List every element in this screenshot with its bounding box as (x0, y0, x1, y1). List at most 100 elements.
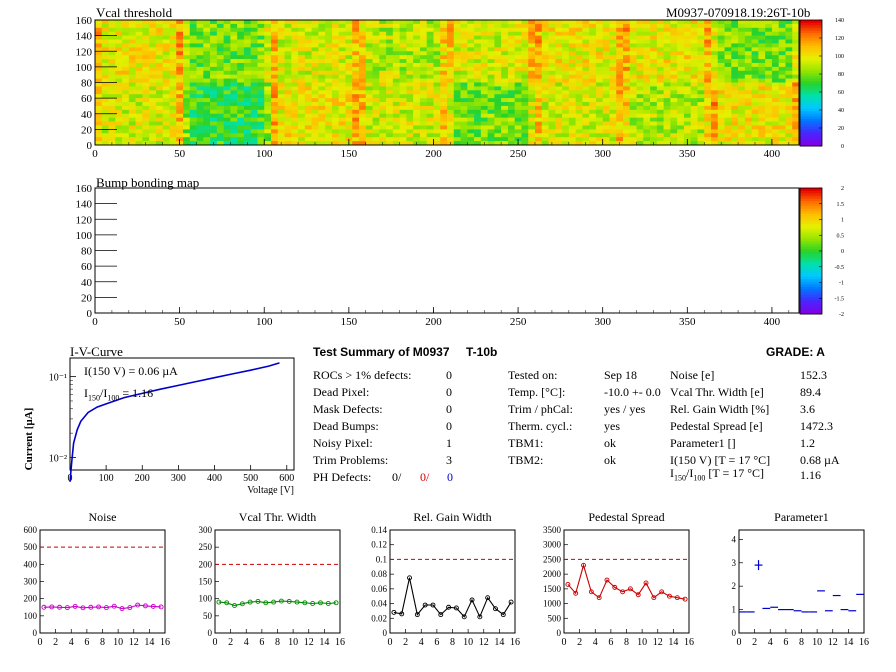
small-plot-point (659, 589, 665, 595)
vcal-cell (237, 133, 245, 138)
vcal-cell (230, 35, 238, 40)
vcal-cell (521, 98, 529, 103)
vcal-cell (501, 105, 509, 111)
vcal-cell (731, 23, 739, 29)
vcal-cell (562, 43, 570, 48)
vcal-cell (636, 137, 644, 142)
vcal-cell (101, 121, 109, 126)
vcal-cell (460, 55, 468, 60)
vcal-cell (453, 125, 461, 130)
vcal-cell (521, 31, 529, 36)
vcal-cell (128, 47, 136, 52)
vcal-cell (744, 109, 752, 115)
vcal-cell (724, 78, 732, 83)
vcal-cell (108, 113, 116, 118)
vcal-cell (453, 133, 461, 138)
vcal-cell (771, 117, 779, 122)
vcal-cell (128, 133, 136, 138)
vcal-cell (765, 31, 773, 36)
vcal-cell (345, 78, 353, 83)
vcal-cell (149, 113, 157, 118)
vcal-cell (744, 55, 752, 60)
vcal-cell (399, 23, 407, 29)
vcal-cell (765, 51, 773, 56)
vcal-cell (792, 102, 800, 107)
vcal-cell (338, 20, 346, 25)
vcal-cell (507, 74, 515, 79)
vcal-cell (568, 141, 576, 146)
vcal-cell (257, 125, 265, 130)
vcal-cell (379, 35, 387, 40)
vcal-cell (149, 78, 157, 83)
vcal-cell (379, 125, 387, 130)
vcal-cell (623, 90, 631, 95)
vcal-cell (203, 27, 211, 33)
vcal-cell (101, 55, 109, 60)
vcal-cell (359, 23, 367, 29)
vcal-cell (507, 62, 515, 68)
vcal-cell (257, 105, 265, 111)
vcal-cell (582, 86, 590, 91)
vcal-cell (406, 129, 414, 134)
vcal-cell (467, 90, 475, 95)
vcal-cell (595, 86, 603, 91)
vcal-cell (250, 137, 258, 142)
vcal-cell (386, 43, 394, 48)
vcal-cell (399, 31, 407, 36)
vcal-cell (683, 109, 691, 115)
vcal-cell (778, 35, 786, 40)
vcal-cell (771, 66, 779, 72)
vcal-cell (372, 59, 380, 64)
vcal-cell (162, 70, 170, 75)
vcal-cell (528, 59, 536, 64)
bump-scale-swatch (800, 208, 822, 212)
vcal-cell (711, 125, 719, 130)
vcal-cell (392, 35, 400, 40)
vcal-cell (792, 59, 800, 64)
vcal-cell (778, 86, 786, 91)
vcal-cell (372, 35, 380, 40)
vcal-cell (237, 27, 245, 33)
vcal-cell (196, 102, 204, 107)
vcal-cell (487, 74, 495, 79)
vcal-cell (771, 20, 779, 25)
vcal-cell (623, 129, 631, 134)
vcal-cell (487, 98, 495, 103)
vcal-cell (629, 31, 637, 36)
vcal-cell (535, 66, 543, 72)
bump-scale-swatch (800, 205, 822, 209)
vcal-cell (595, 31, 603, 36)
vcal-cell (433, 35, 441, 40)
vcal-cell (765, 137, 773, 142)
vcal-cell (311, 27, 319, 33)
vcal-cell (413, 109, 421, 115)
vcal-scale-swatch (800, 118, 822, 122)
vcal-cell (352, 35, 360, 40)
vcal-cell (785, 70, 793, 75)
bump-scale-swatch (800, 263, 822, 267)
vcal-cell (744, 62, 752, 68)
vcal-cell (372, 23, 380, 29)
vcal-cell (744, 94, 752, 99)
vcal-cell (778, 82, 786, 87)
vcal-cell (643, 109, 651, 115)
vcal-cell (318, 20, 326, 25)
vcal-cell (602, 59, 610, 64)
vcal-cell (663, 98, 671, 103)
vcal-cell (650, 20, 658, 25)
vcal-cell (629, 125, 637, 130)
vcal-cell (765, 121, 773, 126)
iv-curve (69, 362, 280, 482)
bump-scale-swatch (800, 253, 822, 257)
vcal-cell (352, 121, 360, 126)
vcal-cell (426, 66, 434, 72)
summary-temp-label: T-10b (466, 345, 498, 359)
vcal-cell (731, 27, 739, 33)
vcal-cell (724, 43, 732, 48)
vcal-cell (663, 90, 671, 95)
vcal-cell (95, 70, 103, 75)
vcal-cell (724, 35, 732, 40)
vcal-cell (169, 117, 177, 122)
vcal-cell (514, 102, 522, 107)
vcal-cell (365, 31, 373, 36)
